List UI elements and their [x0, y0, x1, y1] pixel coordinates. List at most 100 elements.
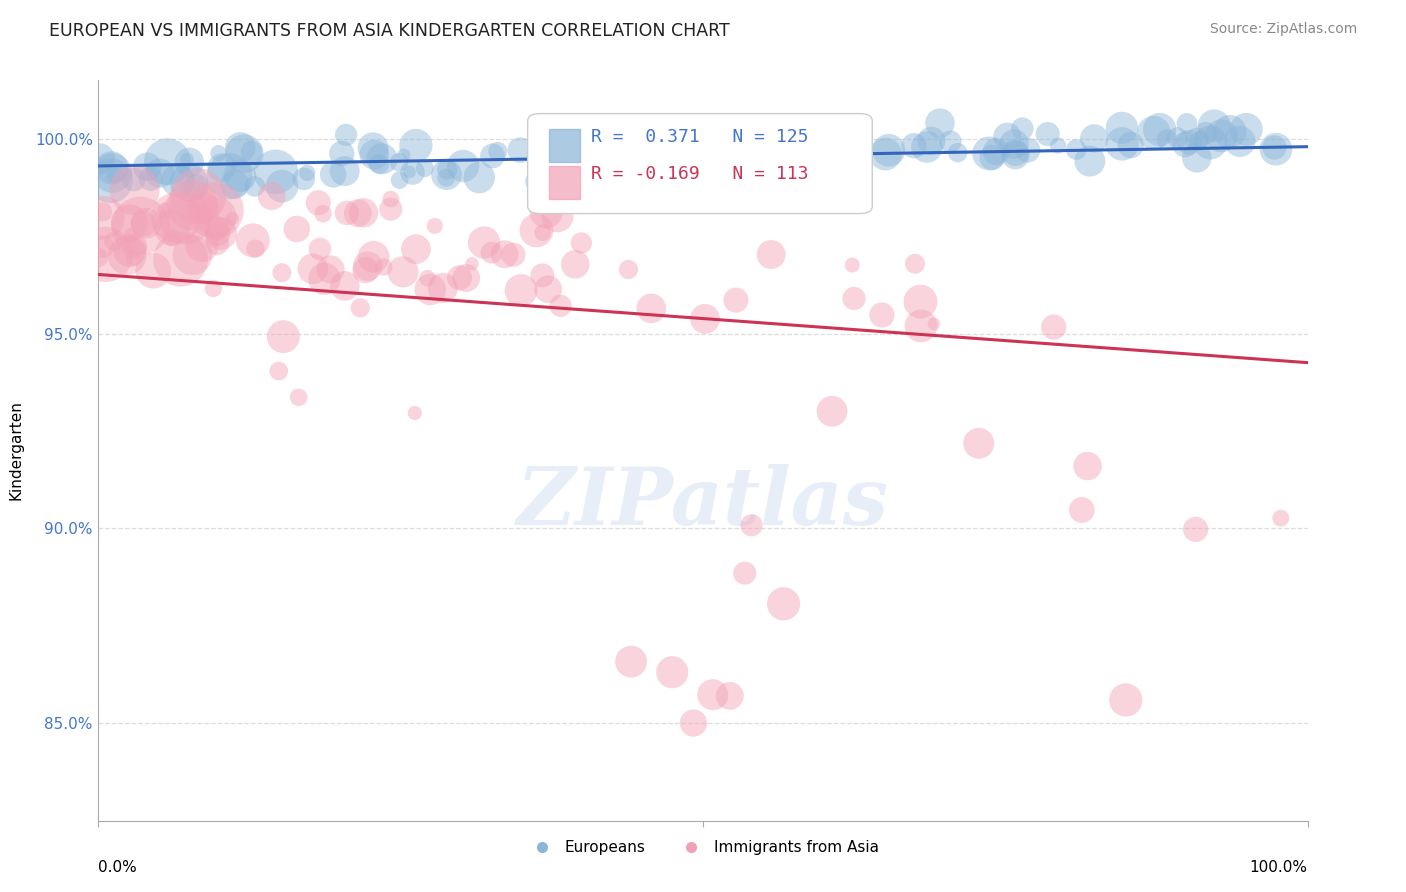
Point	[100, 161, 122, 175]
Point	[270, 266, 292, 280]
FancyBboxPatch shape	[527, 113, 872, 213]
Point	[877, 143, 900, 157]
Point	[292, 172, 315, 186]
Point	[174, 211, 197, 225]
Point	[388, 173, 411, 187]
Point	[693, 312, 716, 326]
Point	[1199, 136, 1222, 150]
Point	[309, 242, 332, 256]
Point	[1083, 131, 1105, 145]
Text: R =  0.371   N = 125: R = 0.371 N = 125	[591, 128, 808, 146]
Point	[821, 404, 844, 418]
Point	[723, 133, 745, 147]
Point	[565, 153, 588, 167]
Point	[205, 236, 228, 251]
Point	[531, 156, 554, 170]
Point	[307, 195, 329, 210]
Point	[509, 143, 531, 157]
Point	[167, 173, 190, 187]
Point	[336, 206, 359, 220]
Point	[118, 244, 141, 258]
Point	[434, 170, 457, 185]
Point	[1017, 143, 1039, 157]
Point	[690, 163, 713, 178]
Point	[910, 294, 932, 309]
Point	[617, 262, 640, 277]
Point	[1004, 148, 1026, 162]
Point	[160, 220, 183, 235]
Point	[353, 206, 375, 220]
Point	[531, 268, 554, 283]
Point	[599, 156, 621, 170]
Point	[823, 156, 845, 170]
Point	[706, 161, 728, 176]
Point	[537, 282, 560, 296]
Point	[122, 252, 145, 266]
Point	[486, 145, 509, 159]
Point	[149, 166, 172, 180]
Point	[177, 176, 200, 190]
Point	[229, 140, 252, 154]
Point	[373, 260, 395, 274]
Point	[240, 145, 263, 159]
Point	[842, 136, 865, 151]
Point	[243, 179, 266, 194]
Point	[661, 665, 683, 680]
Point	[1149, 122, 1171, 136]
Text: 0.0%: 0.0%	[98, 860, 138, 875]
Point	[756, 153, 779, 168]
Point	[1234, 122, 1257, 136]
Point	[841, 258, 863, 272]
Point	[718, 169, 741, 183]
Point	[100, 173, 122, 187]
Point	[939, 135, 962, 149]
Point	[193, 201, 215, 215]
Point	[392, 265, 415, 279]
Point	[297, 166, 319, 180]
Point	[432, 281, 454, 295]
Point	[472, 235, 495, 250]
Point	[205, 210, 228, 224]
Point	[827, 165, 849, 179]
Point	[1263, 140, 1285, 154]
Point	[1064, 143, 1087, 157]
Point	[1078, 154, 1101, 169]
Point	[404, 406, 426, 420]
Point	[531, 226, 554, 240]
Point	[91, 239, 114, 253]
Point	[1264, 142, 1286, 156]
Point	[1166, 130, 1188, 145]
Point	[233, 146, 256, 161]
Point	[122, 172, 145, 186]
Point	[156, 154, 179, 169]
Point	[101, 166, 124, 180]
Point	[124, 183, 146, 197]
Point	[692, 152, 714, 166]
Point	[461, 257, 484, 271]
Point	[207, 146, 229, 161]
Point	[782, 143, 804, 157]
Point	[456, 271, 478, 285]
Point	[560, 146, 582, 161]
Point	[129, 219, 152, 233]
Point	[436, 168, 458, 182]
Point	[494, 247, 516, 261]
Point	[314, 272, 336, 286]
Point	[401, 165, 423, 179]
Point	[124, 239, 146, 253]
Point	[644, 161, 666, 175]
Point	[205, 221, 228, 235]
Point	[160, 230, 183, 244]
Point	[202, 281, 225, 295]
Point	[920, 134, 942, 148]
Point	[142, 263, 165, 277]
Point	[526, 223, 548, 237]
Point	[1002, 137, 1025, 152]
Point	[94, 247, 117, 261]
Point	[333, 164, 356, 178]
Point	[468, 170, 491, 185]
Point	[915, 140, 938, 154]
Point	[581, 146, 603, 161]
Point	[405, 138, 427, 153]
Point	[330, 146, 353, 161]
